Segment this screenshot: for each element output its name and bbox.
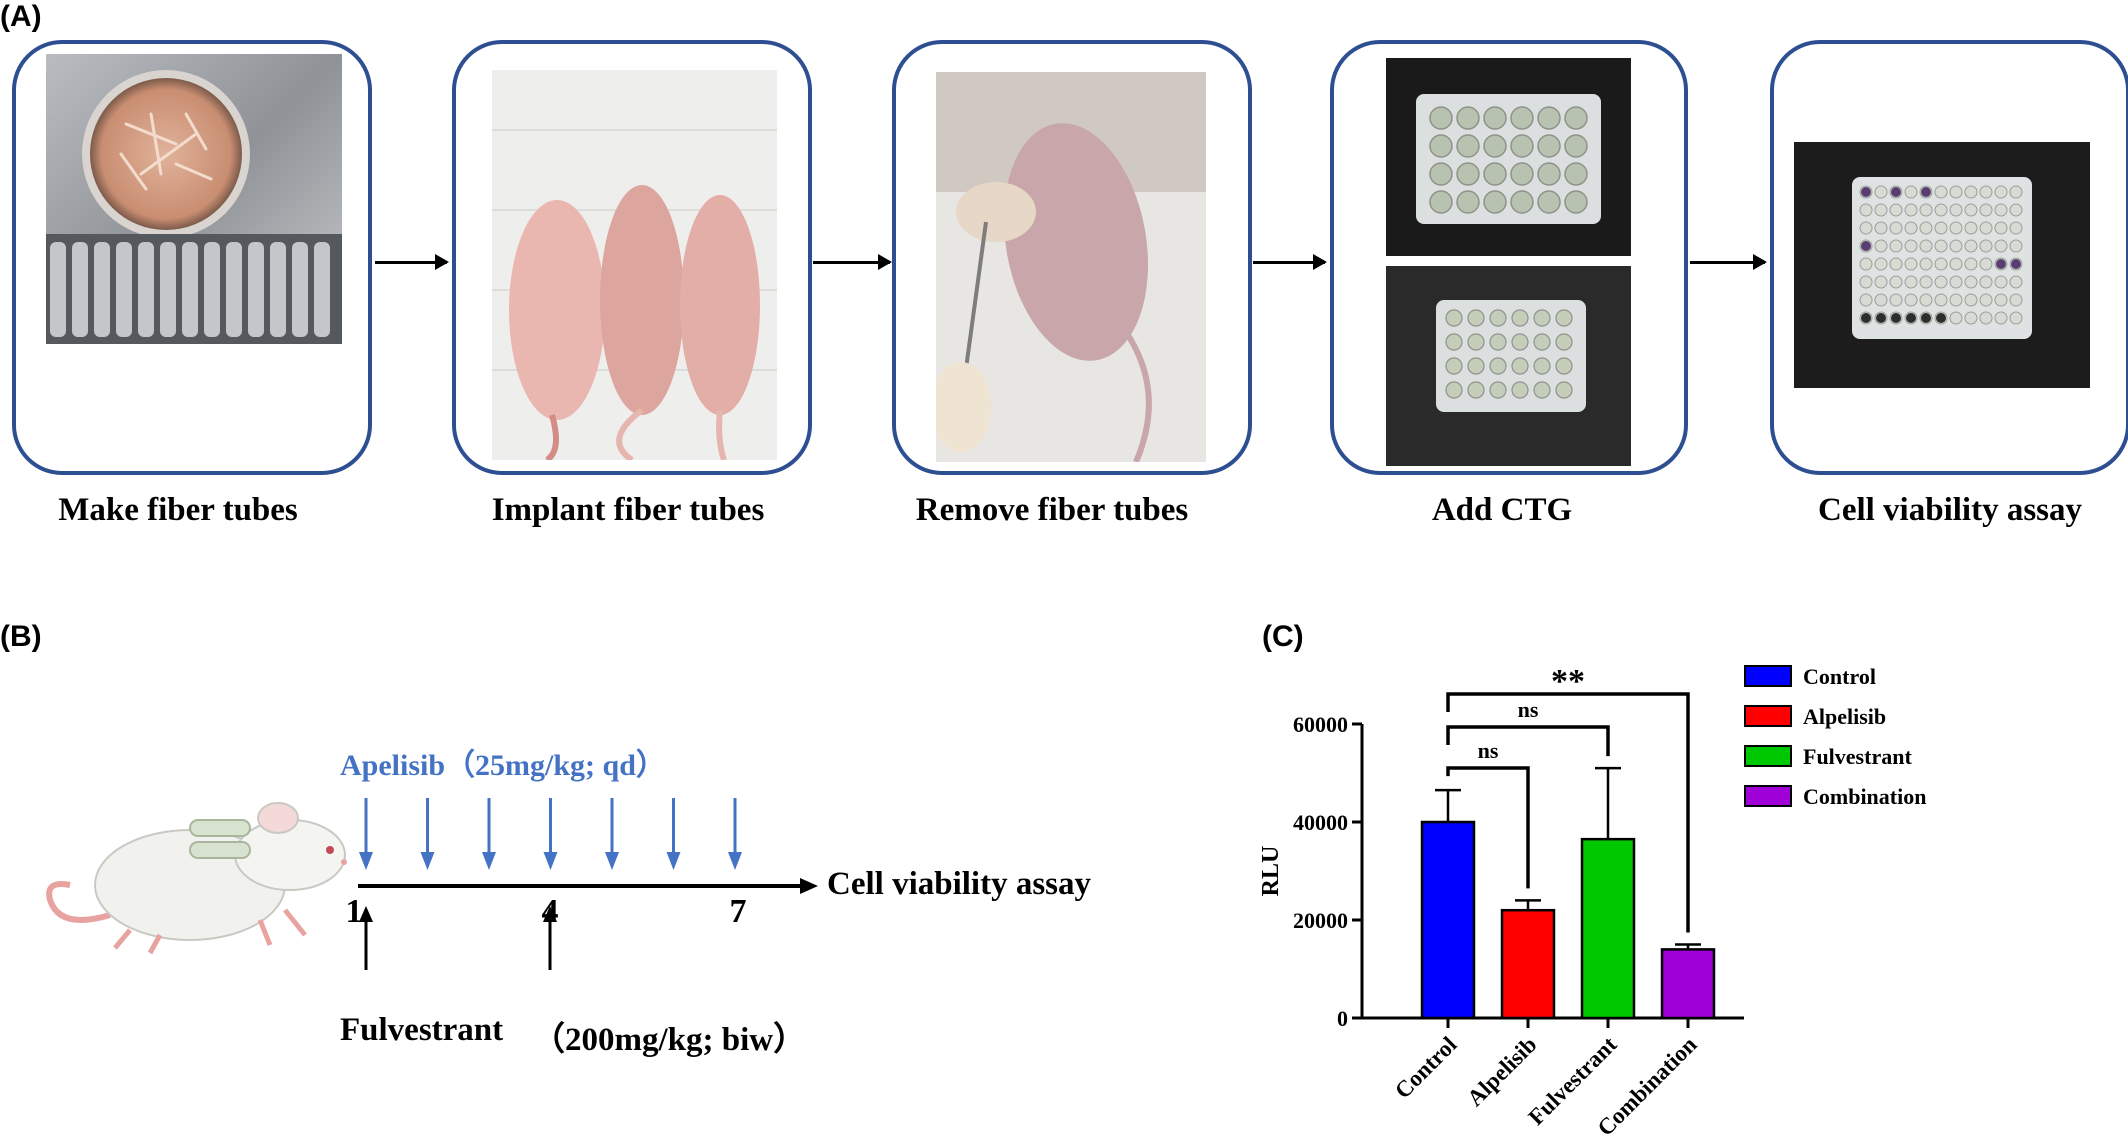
panel-b-label: (B) xyxy=(0,620,42,653)
y-tick-label: 20000 xyxy=(1293,908,1348,933)
legend-label: Fulvestrant xyxy=(1803,744,1912,769)
dosing-timeline xyxy=(358,798,818,970)
step-caption-remove-fiber-tubes: Remove fiber tubes xyxy=(915,492,1189,528)
alpelisib-arrowhead-day7 xyxy=(728,852,742,870)
alpelisib-arrowhead-day3 xyxy=(482,852,496,870)
y-tick-label: 60000 xyxy=(1293,712,1348,737)
bar-combination xyxy=(1660,948,1716,1020)
day-label-4: 4 xyxy=(541,893,559,930)
alpelisib-arrowhead-day2 xyxy=(420,852,435,870)
legend-swatch xyxy=(1744,705,1792,727)
legend-swatch xyxy=(1744,785,1792,807)
significance-bracket xyxy=(1446,766,1530,889)
alpelisib-arrowhead-day6 xyxy=(666,852,681,870)
timeline-arrowhead xyxy=(800,878,818,894)
step-caption-add-ctg: Add CTG xyxy=(1431,492,1573,528)
flow-arrow-1 xyxy=(375,254,449,270)
mouse-legs xyxy=(113,908,307,955)
step-caption-cell-viability-assay: Cell viability assay xyxy=(1817,492,2083,528)
step-implant-fiber-tubes-frame xyxy=(452,40,812,475)
step-make-fiber-tubes-frame xyxy=(12,40,372,475)
alpelisib-arrowhead-day4 xyxy=(543,852,558,870)
flow-arrow-2 xyxy=(813,254,892,270)
bar-control xyxy=(1420,820,1476,1020)
significance-bracket xyxy=(1446,692,1690,933)
flow-arrow-4 xyxy=(1690,254,1767,270)
fulvestrant-arrowhead-day4 xyxy=(543,906,557,922)
three-mice-photo xyxy=(492,70,777,460)
mouse-dissection-photo xyxy=(936,72,1206,462)
fulvestrant-label: Fulvestrant xyxy=(340,1012,504,1048)
well-plate-photo-bottom xyxy=(1386,266,1631,466)
panel-a-label: (A) xyxy=(0,0,42,33)
flow-arrow-3 xyxy=(1253,254,1327,270)
petri-dish-photo xyxy=(46,54,342,344)
day-label-1: 1 xyxy=(345,893,363,930)
legend-label: Alpelisib xyxy=(1803,704,1886,729)
step-caption-make-fiber-tubes: Make fiber tubes xyxy=(58,492,298,528)
significance-bracket xyxy=(1446,725,1610,757)
significance-label: ** xyxy=(1551,663,1585,700)
96-well-plate-photo xyxy=(1794,142,2090,388)
legend-label: Control xyxy=(1803,664,1876,689)
implanted-tube-2 xyxy=(189,841,251,859)
mouse-tail xyxy=(46,881,111,923)
bar-alpelisib xyxy=(1500,908,1556,1020)
mouse-nose xyxy=(341,859,347,865)
legend-label: Combination xyxy=(1803,784,1926,809)
panel-c-label: (C) xyxy=(1262,620,1304,653)
mouse-illustration xyxy=(46,802,347,955)
mouse-eye xyxy=(326,846,334,854)
fulvestrant-arrowhead-day1 xyxy=(359,906,373,922)
legend-swatch xyxy=(1744,665,1792,687)
step-add-ctg-frame xyxy=(1330,40,1688,475)
alpelisib-arrowhead-day1 xyxy=(359,852,373,870)
x-tick-label: Control xyxy=(1390,1032,1462,1104)
legend-swatch xyxy=(1744,745,1792,767)
significance-label: ns xyxy=(1478,738,1499,763)
significance-label: ns xyxy=(1518,697,1539,722)
step-remove-fiber-tubes-frame xyxy=(892,40,1252,475)
day-label-7: 7 xyxy=(729,893,747,930)
step-cell-viability-frame xyxy=(1770,40,2128,475)
endpoint-label: Cell viability assay xyxy=(827,866,1092,902)
fulvestrant-dose-label: （200mg/kg; biw） xyxy=(532,1022,807,1058)
x-tick-label: Alpelisib xyxy=(1462,1032,1541,1111)
y-axis-title: RLU xyxy=(1258,846,1284,897)
implanted-tube-1 xyxy=(189,819,251,837)
y-tick-label: 40000 xyxy=(1293,810,1348,835)
alpelisib-arrowhead-day5 xyxy=(605,852,619,870)
alpelisib-dose-label: Apelisib（25mg/kg; qd） xyxy=(340,749,666,782)
y-tick-label: 0 xyxy=(1337,1006,1348,1031)
well-plate-photo-top xyxy=(1386,58,1631,256)
step-caption-implant-fiber-tubes: Implant fiber tubes xyxy=(491,492,765,528)
bar-fulvestrant xyxy=(1580,837,1636,1020)
mouse-ear xyxy=(257,802,299,834)
